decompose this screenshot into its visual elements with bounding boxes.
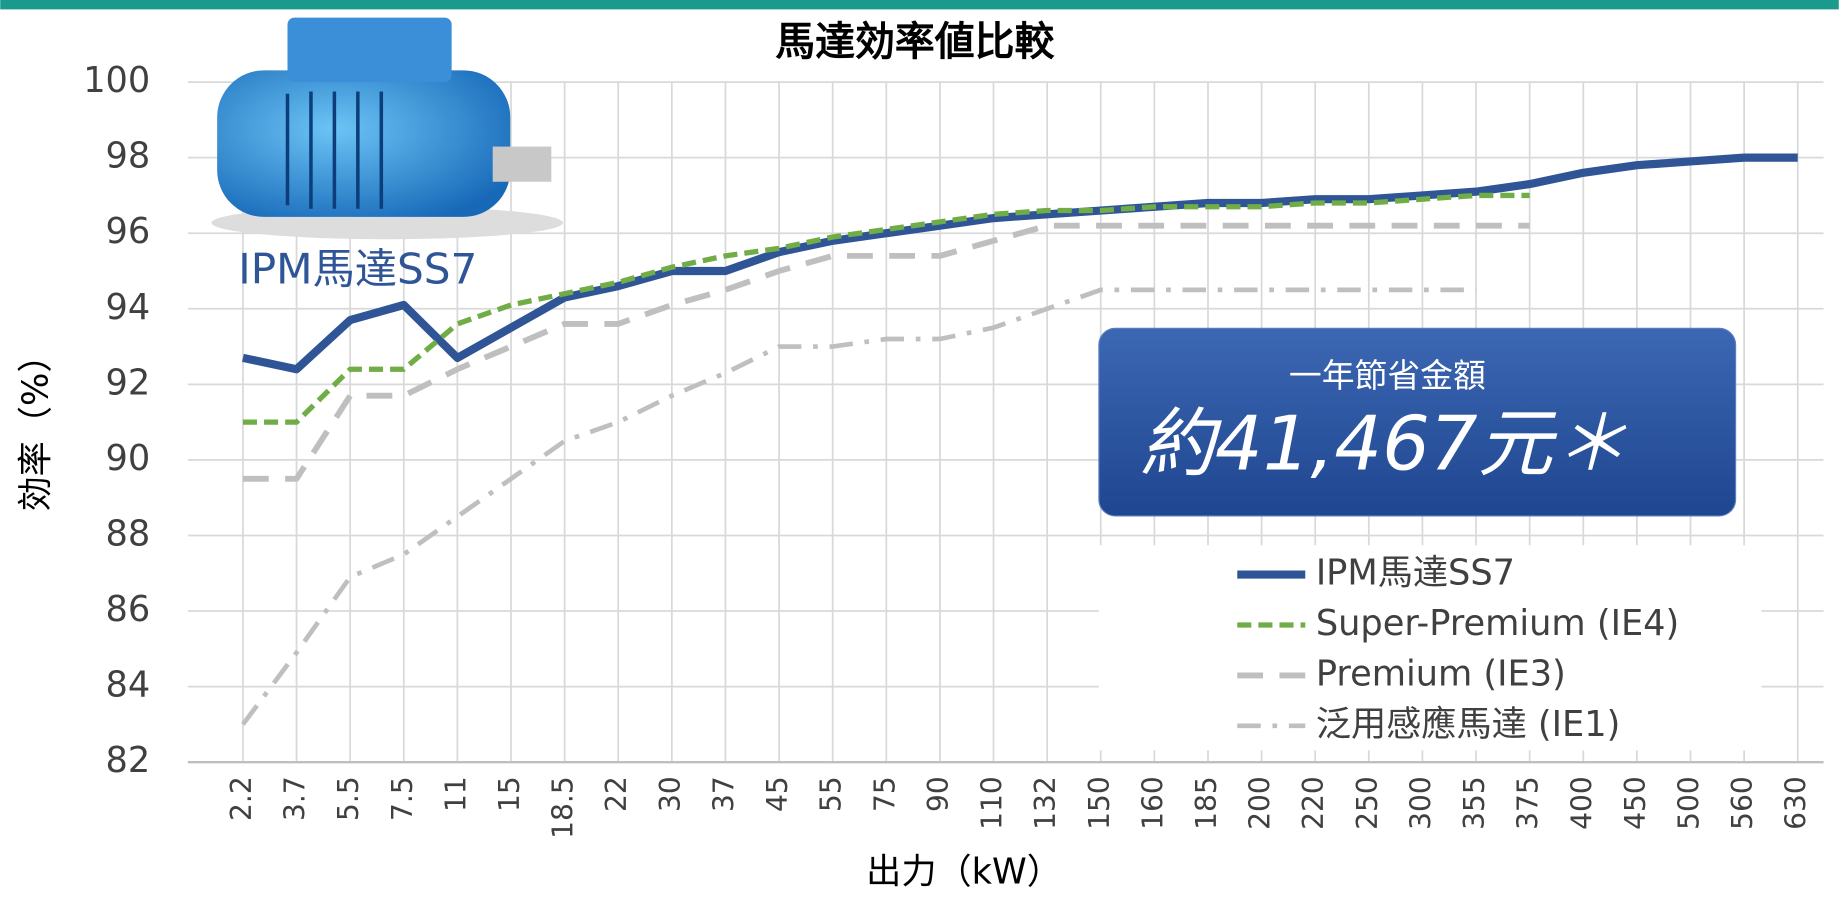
x-tick-label: 450: [1619, 776, 1652, 830]
x-tick-label: 75: [868, 776, 901, 812]
x-tick-label: 160: [1136, 776, 1169, 830]
x-tick-label: 132: [1029, 776, 1062, 830]
x-tick-label: 15: [493, 776, 526, 812]
x-tick-label: 37: [707, 776, 740, 812]
callout-text: 約41,467元＊: [1140, 400, 1628, 488]
y-tick-label: 90: [106, 438, 151, 479]
x-tick-label: 250: [1351, 776, 1384, 830]
x-tick-label: 355: [1458, 776, 1491, 830]
motor-image: [211, 17, 564, 240]
legend-label: IPM馬達SS7: [1316, 553, 1515, 594]
y-axis-label: 効率（%）: [16, 337, 57, 511]
x-tick-label: 150: [1083, 776, 1116, 830]
plot: [241, 153, 1798, 726]
legend-label: Premium (IE3): [1316, 653, 1566, 694]
series-line: [242, 153, 1798, 374]
y-tick-label: 82: [106, 740, 151, 781]
legend: IPM馬達SS7 Super-Premium (IE4) Premium (IE3)…: [1237, 553, 1679, 745]
legend-label: 泛用感應馬達 (IE1): [1316, 704, 1621, 745]
x-tick-label: 110: [976, 776, 1009, 830]
chart-title: 馬達効率値比較: [775, 19, 1055, 65]
x-tick-label: 200: [1244, 776, 1277, 830]
x-tick-label: 185: [1190, 776, 1223, 830]
x-tick-label: 22: [600, 776, 633, 812]
x-tick-label: 560: [1726, 776, 1759, 830]
x-tick-label: 630: [1780, 776, 1813, 830]
legend-label: Super-Premium (IE4): [1316, 603, 1679, 644]
x-tick-label: 375: [1512, 776, 1545, 830]
x-tick-label: 18.5: [547, 776, 580, 839]
x-tick-label: 30: [654, 776, 687, 812]
x-tick-label: 300: [1404, 776, 1437, 830]
series-line: [242, 192, 1530, 425]
y-tick-label: 94: [106, 287, 151, 328]
y-tick-label: 100: [83, 60, 150, 101]
y-tick-label: 86: [106, 589, 151, 630]
x-tick-label: 90: [922, 776, 955, 812]
x-tick-label: 3.7: [279, 776, 312, 821]
x-tick-label: 55: [815, 776, 848, 812]
x-tick-label: 11: [439, 776, 472, 812]
series-line: [242, 222, 1530, 482]
legend-box: [1098, 545, 1762, 751]
x-tick-label: 7.5: [386, 776, 419, 821]
x-tick-label: 400: [1565, 776, 1598, 830]
x-tick-label: 2.2: [225, 776, 258, 821]
x-tick-label: 220: [1297, 776, 1330, 830]
y-tick-label: 84: [106, 665, 151, 706]
callout-box: [1098, 327, 1737, 517]
y-tick-label: 88: [106, 513, 151, 554]
y-tick-label: 96: [106, 211, 151, 252]
top-bar: [0, 0, 1839, 10]
callout-label: 一年節省金額: [1289, 357, 1486, 395]
x-tick-label: 45: [761, 776, 794, 812]
annotation: IPM馬達SS7: [238, 245, 477, 294]
series-line: [241, 287, 1477, 726]
y-tick-label: 98: [106, 136, 151, 177]
y-tick-label: 92: [106, 362, 151, 403]
x-axis-label: 出力（kW）: [866, 852, 1062, 893]
x-tick-label: 5.5: [332, 776, 365, 821]
x-tick-label: 500: [1673, 776, 1706, 830]
